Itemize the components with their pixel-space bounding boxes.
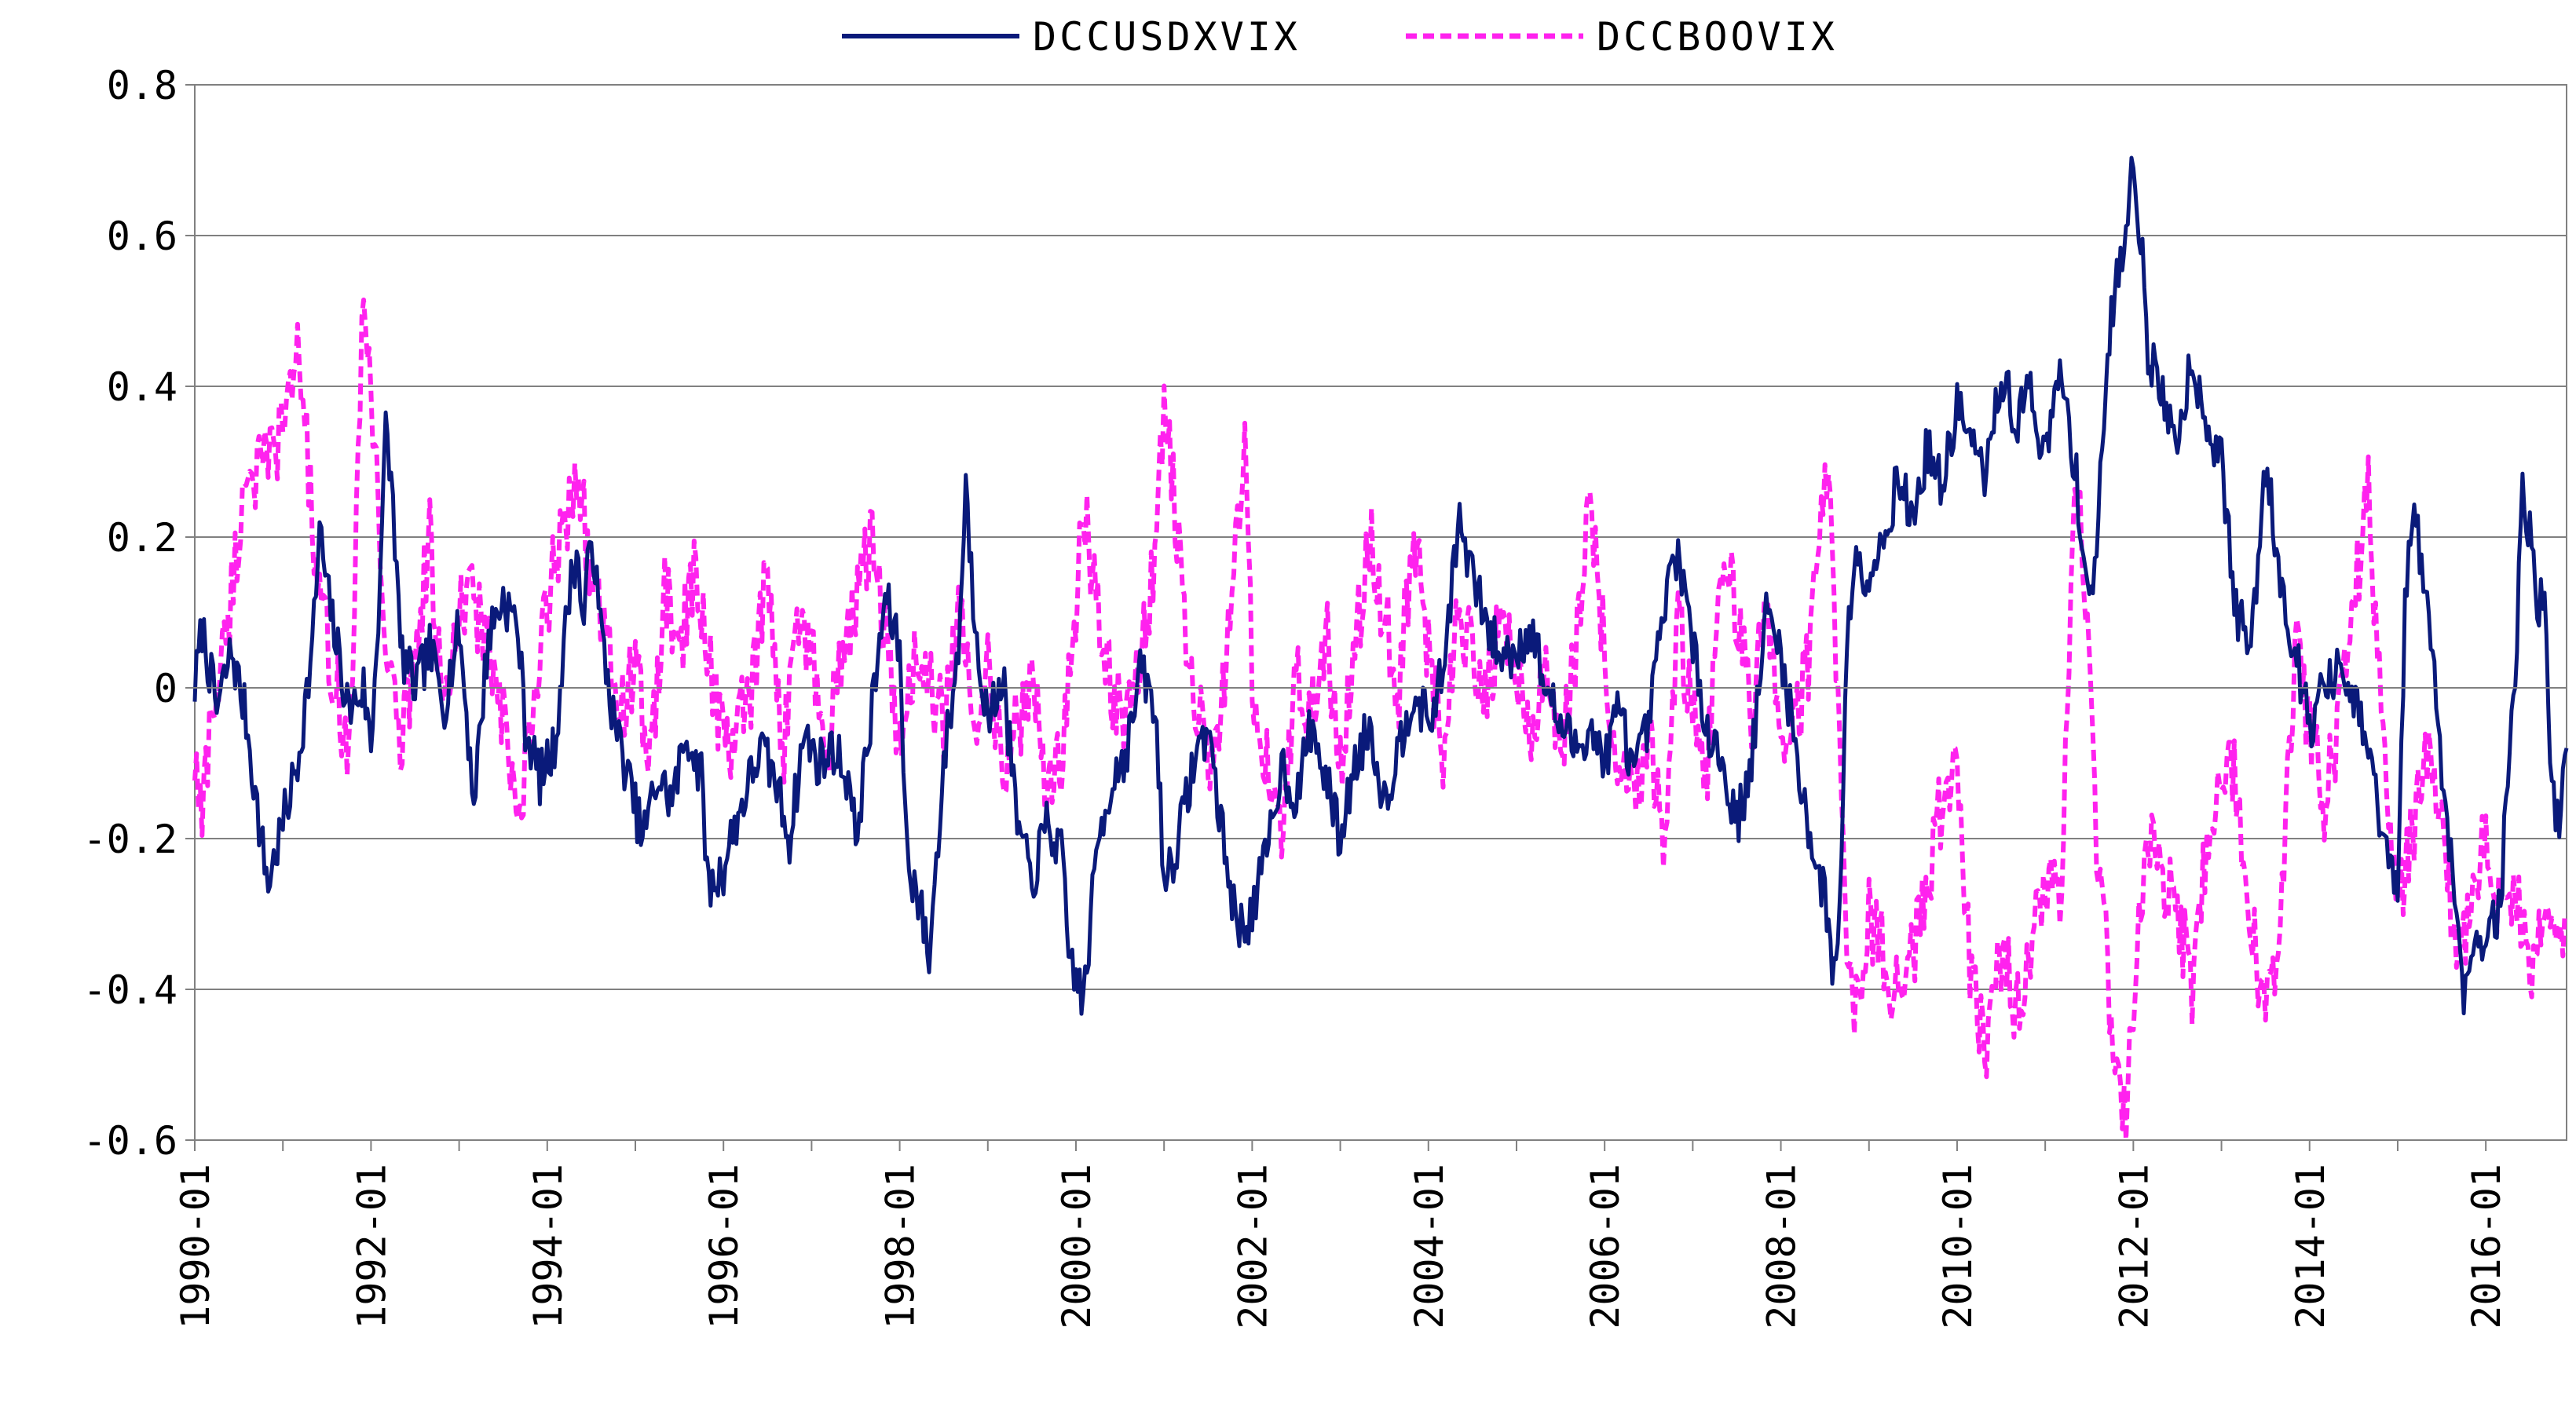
x-tick-label: 2016-01 xyxy=(2464,1164,2509,1329)
y-tick-label: 0 xyxy=(154,666,177,711)
x-tick-label: 1994-01 xyxy=(525,1164,571,1329)
x-tick-label: 2012-01 xyxy=(2111,1164,2157,1329)
x-tick-label: 1998-01 xyxy=(878,1164,924,1329)
y-tick-label: 0.4 xyxy=(107,364,177,410)
series-lines xyxy=(192,155,2569,1142)
x-tick-label: 2004-01 xyxy=(1407,1164,1452,1329)
y-tick-label: -0.6 xyxy=(83,1118,177,1164)
y-tick-label: 0.8 xyxy=(107,63,177,108)
y-tick-label: -0.4 xyxy=(83,967,177,1013)
x-tick-label: 2008-01 xyxy=(1759,1164,1805,1329)
x-tick-label: 2010-01 xyxy=(1935,1164,1981,1329)
series-line-dccusdxvix xyxy=(192,155,2569,1016)
series-line-dccboovix xyxy=(192,298,2567,1142)
x-tick-label: 1990-01 xyxy=(173,1164,218,1329)
x-tick-label: 2014-01 xyxy=(2288,1164,2333,1329)
legend-label: DCCBOOVIX xyxy=(1597,14,1838,60)
x-tick-label: 1996-01 xyxy=(701,1164,747,1329)
y-tick-label: -0.2 xyxy=(83,817,177,862)
legend: DCCUSDXVIX DCCBOOVIX xyxy=(842,14,1838,60)
x-tick-label: 2000-01 xyxy=(1054,1164,1100,1329)
legend-label: DCCUSDXVIX xyxy=(1033,14,1301,60)
x-tick-label: 1992-01 xyxy=(349,1164,394,1329)
x-tick-label: 2006-01 xyxy=(1583,1164,1628,1329)
y-tick-label: 0.6 xyxy=(107,214,177,259)
plot-area-frame xyxy=(194,84,2567,1141)
x-tick-label: 2002-01 xyxy=(1230,1164,1275,1329)
y-tick-label: 0.2 xyxy=(107,515,177,561)
